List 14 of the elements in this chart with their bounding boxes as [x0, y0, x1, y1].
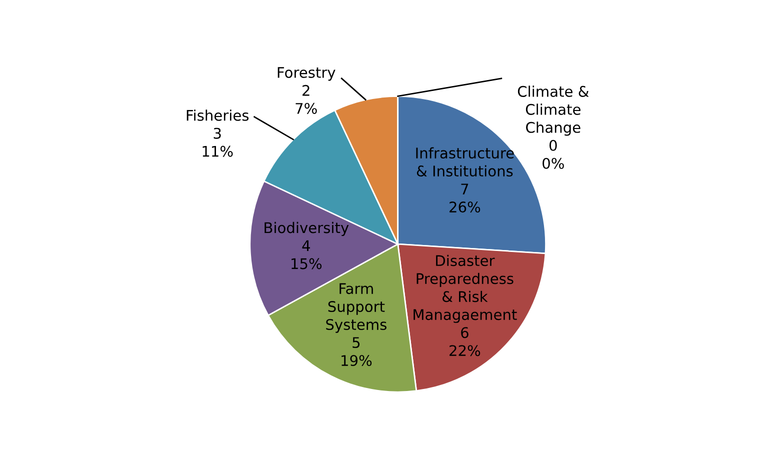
category-label: Climate & Climate Change	[518, 86, 589, 136]
data-label: 4 15%	[292, 240, 322, 270]
data-label: 6 22%	[450, 327, 480, 356]
text: 0 0%	[542, 140, 564, 169]
data-label: 3 11%	[202, 128, 233, 157]
slice-label: Disaster Preparedness & Risk Managaement	[414, 254, 517, 323]
data-label: 5 19%	[342, 337, 372, 366]
slice-label: Fisheries	[186, 110, 249, 121]
slice-label: Infrastructure & Institutions	[416, 147, 514, 177]
slice-label: Forestry	[278, 67, 336, 81]
data-label: 7 26%	[450, 184, 480, 213]
slice-label: Farm Support Systems	[326, 283, 386, 333]
slice-label: Biodiversity	[264, 222, 349, 236]
data-label: 2 7%	[296, 84, 317, 114]
